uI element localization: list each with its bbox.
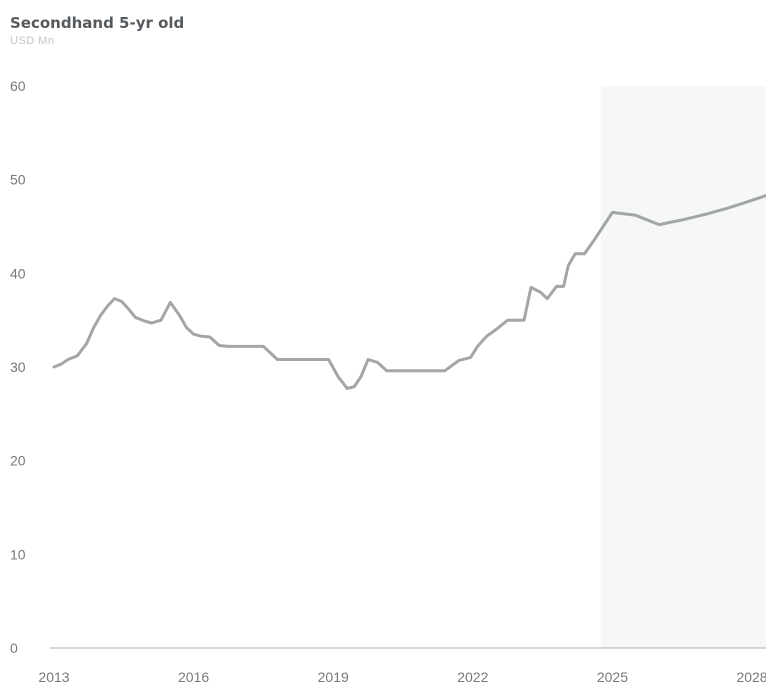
y-tick-label: 50 bbox=[10, 172, 26, 188]
y-tick-labels: 0 10 20 30 40 50 60 bbox=[10, 78, 26, 656]
series-layer bbox=[52, 194, 766, 390]
y-tick-label: 40 bbox=[10, 265, 26, 281]
x-tick-labels: 2013 2016 2019 2022 2025 2028 bbox=[38, 669, 766, 685]
x-tick-label: 2013 bbox=[38, 669, 69, 685]
series-line bbox=[52, 194, 766, 390]
x-tick-label: 2028 bbox=[736, 669, 766, 685]
y-tick-label: 30 bbox=[10, 359, 26, 375]
y-tick-label: 10 bbox=[10, 546, 26, 562]
chart-subtitle: USD Mn bbox=[10, 35, 55, 47]
x-tick-label: 2016 bbox=[178, 669, 209, 685]
forecast-shading-layer bbox=[600, 86, 766, 648]
y-tick-label: 60 bbox=[10, 78, 26, 94]
x-tick-label: 2019 bbox=[318, 669, 349, 685]
chart-title: Secondhand 5-yr old bbox=[10, 14, 185, 32]
x-tick-label: 2025 bbox=[597, 669, 628, 685]
x-tick-label: 2022 bbox=[457, 669, 488, 685]
y-tick-label: 0 bbox=[10, 640, 18, 656]
y-tick-label: 20 bbox=[10, 453, 26, 469]
forecast-shading bbox=[600, 86, 766, 648]
